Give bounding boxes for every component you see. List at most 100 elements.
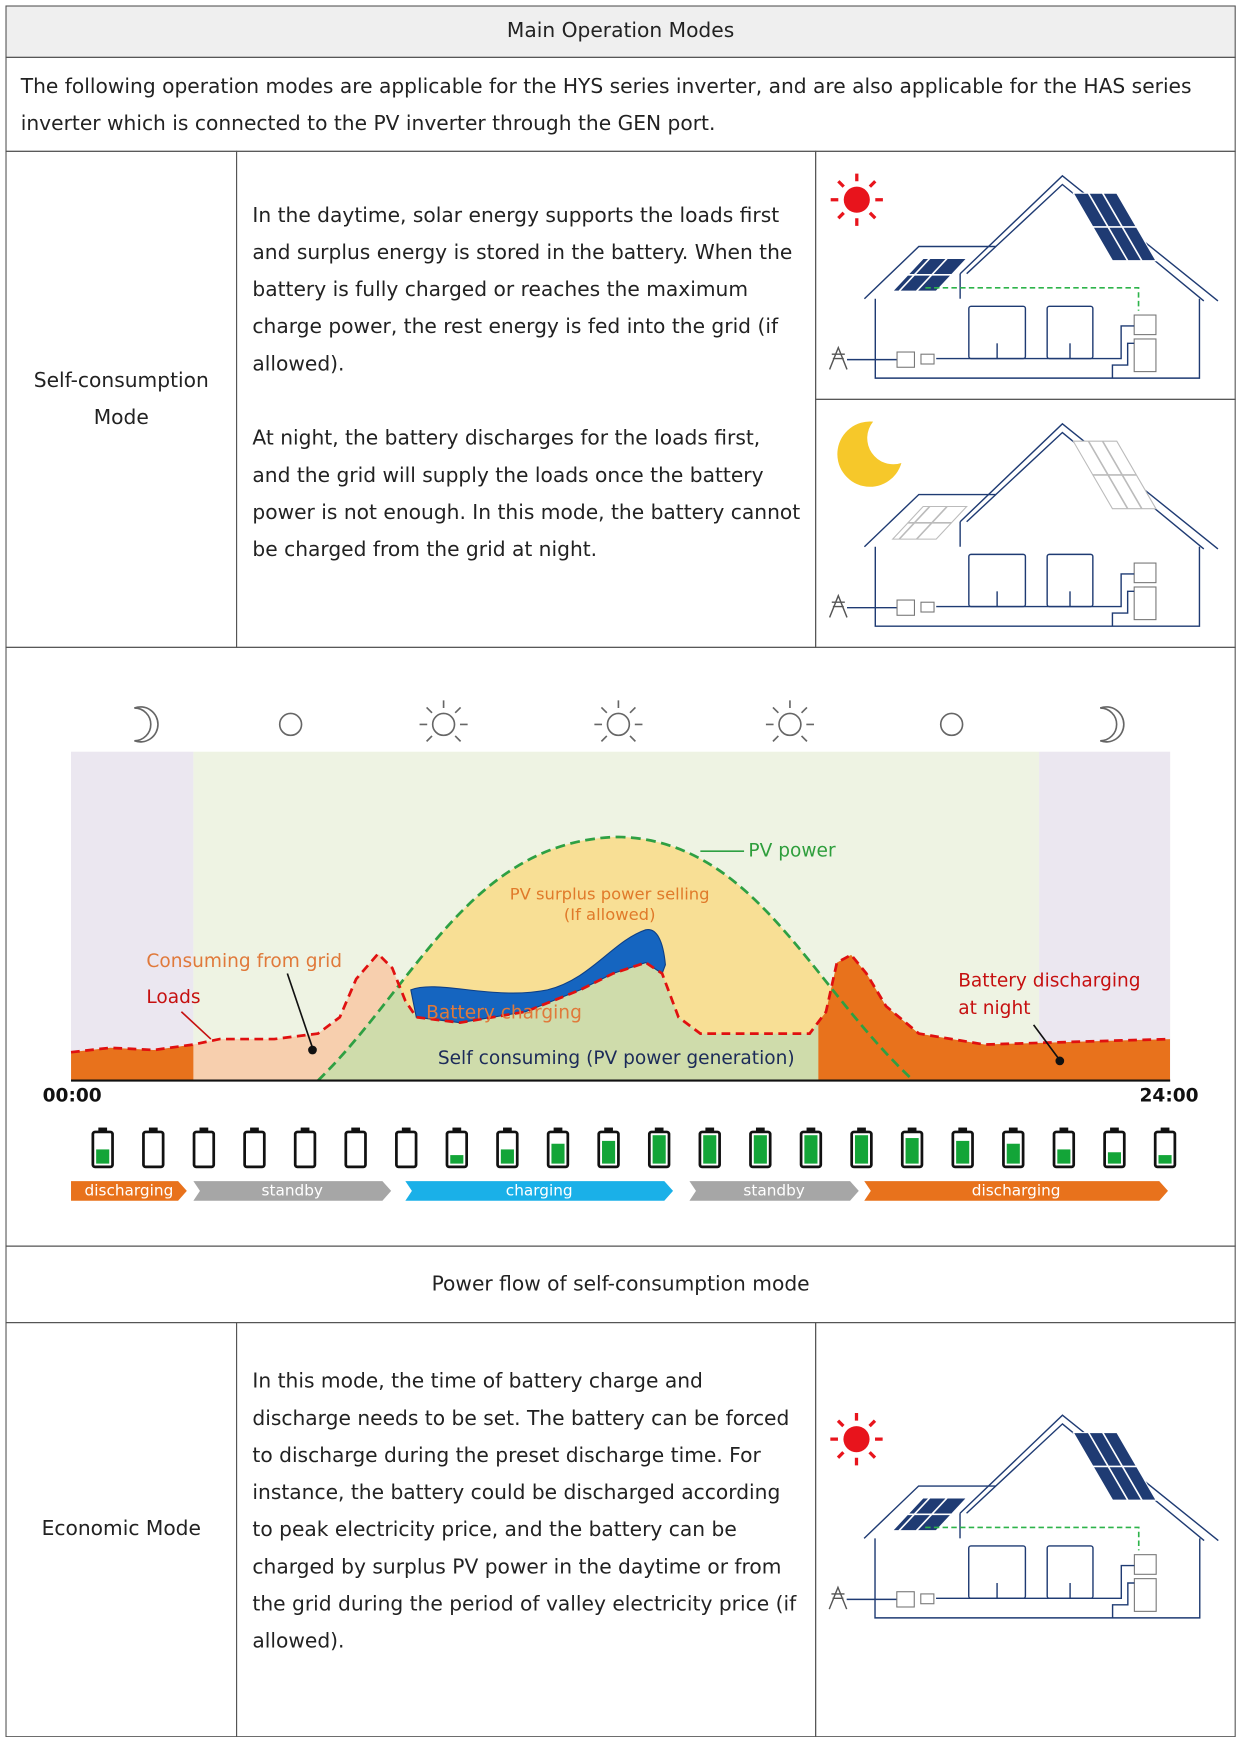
image-cell: [815, 1322, 1236, 1737]
battery-cap: [857, 1127, 866, 1132]
battery-cap: [705, 1127, 715, 1132]
battery-cap: [604, 1127, 613, 1132]
battery: [1133, 586, 1157, 621]
battery-level: [500, 1149, 514, 1164]
state-label: charging: [506, 1181, 573, 1199]
roof: [959, 1414, 1219, 1542]
moon-icon: [134, 706, 159, 743]
night-text: At night, the battery discharges for the…: [252, 427, 801, 562]
wire: [1111, 342, 1135, 379]
battery-cap: [806, 1127, 816, 1132]
battery-cap: [1110, 1127, 1119, 1132]
sun-ray: [836, 1451, 845, 1459]
night-house-illustration: [828, 421, 1219, 627]
battery-cap: [452, 1127, 462, 1132]
battery-cap: [1160, 1127, 1170, 1132]
battery-cap: [300, 1127, 310, 1132]
caption: Power flow of self-consumption mode: [431, 1272, 810, 1296]
sun-ray: [454, 735, 462, 742]
power-diagram: PV power PV surplus power selling (If allo…: [43, 700, 1199, 1201]
roof-inner: [966, 183, 1205, 302]
sun-ray: [837, 180, 845, 188]
economic-house-illustration: [828, 1413, 1219, 1619]
state-label: discharging: [972, 1181, 1061, 1199]
overcast-icon: [939, 712, 964, 737]
battery-level: [602, 1140, 616, 1164]
battery-body: [243, 1130, 266, 1169]
sun-ray: [868, 180, 877, 188]
battery-cap: [98, 1127, 108, 1132]
panel-grid: [1087, 192, 1129, 262]
sun-icon: [431, 712, 456, 737]
sun: [843, 186, 870, 213]
battery: [1133, 338, 1157, 373]
panel-grid: [1102, 1432, 1143, 1501]
self-consume-label: Self consuming (PV power generation): [438, 1048, 795, 1069]
panel-grid: [1087, 440, 1129, 510]
sun: [843, 1426, 870, 1453]
wall: [874, 298, 1201, 379]
image-cell: [815, 150, 1236, 400]
pv-surplus-label: (If allowed): [564, 905, 656, 924]
panel-grid: [1101, 440, 1143, 510]
battery-cap: [654, 1127, 664, 1132]
inverter: [1133, 562, 1157, 584]
wire: [1111, 590, 1135, 627]
description-cell: In the daytime, solar energy supports th…: [236, 150, 817, 648]
grid-label: Consuming from grid: [146, 951, 342, 972]
battery-body: [142, 1130, 165, 1169]
time-label: 24:00: [1139, 1085, 1198, 1106]
mode-name: Self-consumption Mode: [33, 368, 209, 429]
meter: [896, 1591, 915, 1608]
panel-grid: [915, 1497, 948, 1532]
loads-label: Loads: [146, 987, 200, 1008]
panel-grid: [916, 257, 948, 292]
roof: [863, 1485, 996, 1539]
battery-level: [854, 1135, 869, 1164]
battery-cap: [553, 1127, 563, 1132]
night-band: [71, 751, 194, 1081]
battery-cap: [401, 1127, 411, 1132]
meter: [896, 599, 915, 616]
header-title: Main Operation Modes: [506, 19, 735, 43]
grid-tower: [828, 1585, 848, 1610]
battery: [1133, 1578, 1157, 1612]
flow: [925, 1526, 1140, 1551]
state-label: standby: [743, 1181, 804, 1199]
sun-ray: [868, 1419, 877, 1428]
table-header: Main Operation Modes: [5, 5, 1236, 58]
moon: [837, 421, 902, 487]
leader: [180, 1011, 212, 1040]
sun-ray: [426, 706, 433, 714]
battery-level: [1006, 1143, 1020, 1164]
battery-charging-label: Battery charging: [426, 1002, 582, 1023]
battery-cap: [199, 1127, 209, 1132]
battery-cap: [148, 1127, 158, 1132]
wire: [936, 325, 1135, 360]
loads-curve: [70, 951, 1171, 1054]
time-label: 00:00: [43, 1085, 102, 1106]
intro-cell: The following operation modes are applic…: [5, 56, 1236, 152]
battery-cap: [958, 1127, 968, 1132]
inverter: [1133, 1554, 1157, 1575]
panel-grid: [898, 257, 931, 292]
sun-ray: [868, 1451, 877, 1459]
battery-charging-area: [410, 929, 666, 1024]
diagram-cell: PV power PV surplus power selling (If allo…: [5, 646, 1236, 1247]
economic-text: In this mode, the time of battery charge…: [252, 1370, 797, 1654]
state-arrow: [689, 1181, 859, 1201]
sun-ray: [772, 706, 779, 714]
description-cell: In this mode, the time of battery charge…: [236, 1322, 817, 1737]
battery-level: [652, 1135, 666, 1164]
sun-ray: [800, 735, 808, 742]
mode-cell: Economic Mode: [5, 1322, 238, 1737]
battery-level: [956, 1140, 970, 1164]
night-band: [1039, 751, 1171, 1081]
meter: [896, 351, 915, 368]
meter: [920, 601, 935, 613]
mode-cell: Self-consumption Mode: [5, 150, 238, 648]
panel-grid: [898, 505, 931, 540]
roof: [959, 422, 1219, 550]
roof-inner: [966, 1422, 1205, 1542]
